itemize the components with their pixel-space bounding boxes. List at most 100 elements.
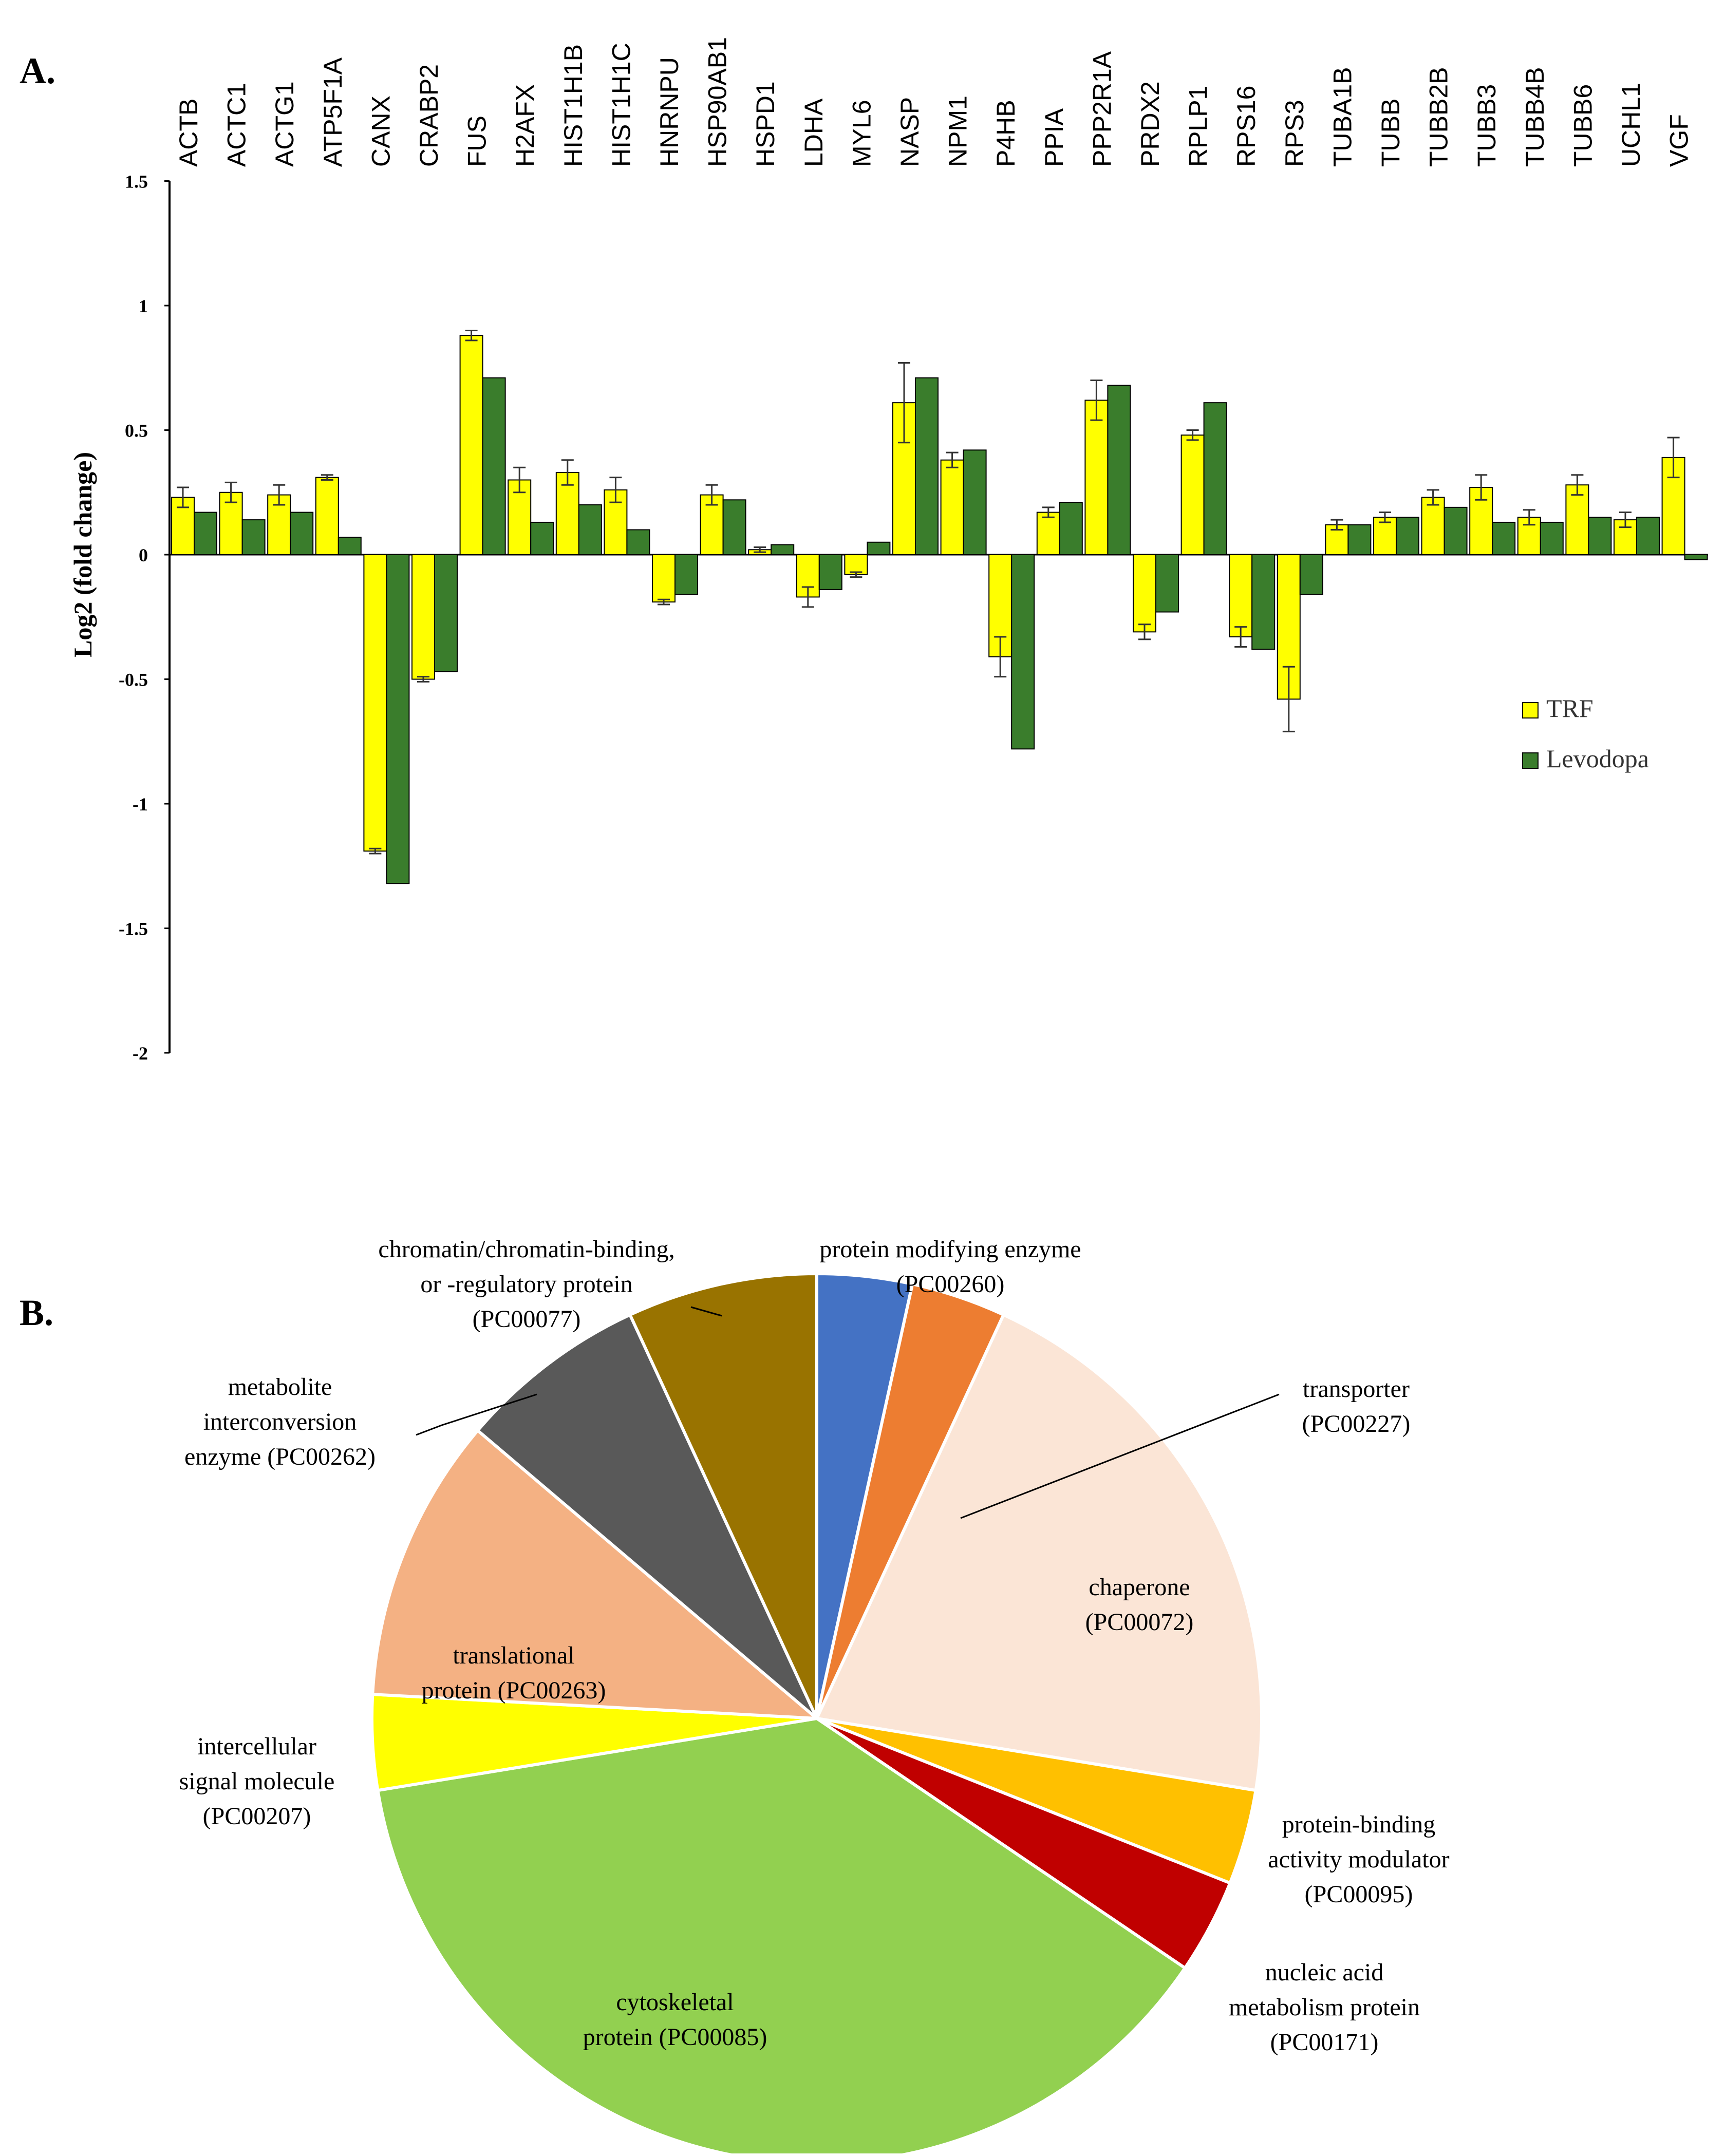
- gene-label: TUBA1B: [1328, 67, 1357, 167]
- pie-slice-label: interconversion: [203, 1408, 357, 1435]
- gene-label: CRABP2: [415, 64, 443, 167]
- gene-label: RPLP1: [1184, 86, 1213, 167]
- pie-slice-label: chromatin/chromatin-binding,: [378, 1236, 674, 1263]
- levodopa-bar: [578, 504, 602, 555]
- levodopa-bar: [722, 499, 746, 555]
- pie-slice-label: protein-binding: [1282, 1811, 1436, 1838]
- trf-bar: [1565, 484, 1589, 556]
- gene-label: MYL6: [847, 100, 876, 167]
- gene-label: TUBB3: [1472, 84, 1501, 167]
- pie-slice-label: metabolite: [228, 1373, 332, 1401]
- levodopa-bar: [1059, 502, 1083, 556]
- levodopa-bar: [530, 521, 554, 556]
- y-tick-label: -0.5: [119, 670, 148, 690]
- trf-bar: [411, 554, 435, 680]
- gene-label: UCHL1: [1617, 83, 1645, 167]
- levodopa-bar: [674, 554, 698, 595]
- leader-line: [960, 1393, 1280, 1519]
- trf-bar: [459, 335, 483, 555]
- pie-slice-label: (PC00207): [203, 1803, 311, 1830]
- trf-bar: [940, 459, 964, 556]
- trf-bar: [1421, 497, 1445, 556]
- pie-chart: B. protein modifying enzyme (PC00260) tran…: [20, 1236, 1450, 2156]
- gene-label: TUBB: [1376, 99, 1405, 167]
- gene-label: ATP5F1A: [318, 57, 347, 167]
- gene-label: NPM1: [944, 96, 972, 167]
- gene-label: ACTG1: [270, 81, 299, 167]
- gene-label: FUS: [463, 116, 492, 167]
- pie-slice: [475, 1313, 818, 1720]
- levodopa-bar: [290, 512, 314, 555]
- trf-bar: [1084, 400, 1109, 555]
- levodopa-bar: [1347, 524, 1372, 555]
- trf-bar: [1180, 434, 1205, 556]
- levodopa-legend-label: Levodopa: [1546, 744, 1649, 773]
- pie-slice-label: (PC00072): [1085, 1609, 1194, 1636]
- levodopa-bar: [1684, 554, 1708, 560]
- levodopa-bar: [338, 537, 362, 556]
- pie-slice-label: (PC00095): [1305, 1881, 1413, 1908]
- gene-label: ACTB: [174, 99, 203, 167]
- y-axis-title: Log2 (fold change): [68, 452, 97, 657]
- y-tick-label: 0.5: [125, 421, 148, 441]
- gene-label: PPP2R1A: [1088, 51, 1116, 167]
- gene-label: TUBB2B: [1424, 67, 1453, 167]
- trf-bar: [1229, 554, 1253, 638]
- trf-bar: [267, 494, 291, 555]
- gene-label: HIST1H1C: [607, 43, 635, 167]
- levodopa-bar: [1492, 521, 1516, 556]
- leader-line: [416, 1393, 537, 1436]
- pie-slice-label: (PC00077): [473, 1306, 581, 1333]
- pie-slice-label: protein (PC00085): [583, 2023, 767, 2051]
- trf-bar: [363, 554, 387, 852]
- pie-slice-label: translational: [453, 1642, 574, 1669]
- levodopa-bar: [1396, 517, 1419, 555]
- levodopa-bar: [386, 554, 410, 884]
- trf-legend-swatch: [1522, 702, 1539, 718]
- pie-slice-label: (PC00260): [896, 1271, 1005, 1298]
- pie-slice-label: chaperone: [1089, 1574, 1190, 1601]
- trf-bar: [219, 491, 243, 555]
- pie-chart-panel: B. protein modifying enzyme (PC00260) tran…: [0, 1130, 1725, 2156]
- levodopa-bar: [241, 519, 266, 555]
- gene-label: PRDX2: [1136, 81, 1165, 167]
- levodopa-bar: [1540, 521, 1564, 556]
- levodopa-bar: [1299, 554, 1323, 595]
- levodopa-bar: [771, 544, 795, 555]
- levodopa-bar: [1251, 554, 1276, 650]
- levodopa-bar: [867, 541, 891, 555]
- gene-label: PPIA: [1040, 108, 1068, 167]
- gene-label: RPS16: [1232, 86, 1261, 167]
- pie-slice-label: nucleic acid: [1265, 1959, 1384, 1986]
- pie-slice-label: intercellular: [197, 1733, 316, 1760]
- levodopa-bar: [915, 377, 939, 556]
- gene-label: LDHA: [799, 98, 828, 167]
- pie-slice: [371, 1428, 821, 1720]
- pie-slice: [376, 1716, 1187, 2156]
- levodopa-legend-swatch: [1522, 752, 1539, 769]
- pie-slice-label: transporter: [1303, 1375, 1410, 1403]
- levodopa-bar: [1155, 554, 1179, 613]
- trf-legend-label: TRF: [1546, 694, 1593, 723]
- trf-bar: [652, 554, 676, 603]
- gene-label: P4HB: [991, 100, 1020, 167]
- pie-slice: [628, 1272, 818, 1719]
- trf-bar: [844, 554, 868, 575]
- y-tick-label: -1: [133, 794, 148, 815]
- panel-a-label: A.: [20, 50, 55, 91]
- trf-bar: [315, 477, 339, 556]
- gene-label: H2AFX: [511, 84, 539, 167]
- levodopa-bar: [1203, 402, 1227, 556]
- levodopa-bar: [482, 377, 506, 556]
- pie-slice-label: (PC00171): [1270, 2029, 1379, 2056]
- panel-b-label: B.: [20, 1292, 53, 1333]
- y-tick-label: -2: [133, 1043, 148, 1064]
- trf-bar: [1036, 512, 1060, 555]
- gene-label: CANX: [366, 96, 395, 167]
- y-tick-label: 1.5: [125, 172, 148, 192]
- pie-slice-label: enzyme (PC00262): [184, 1443, 376, 1470]
- bar-chart: A. Log2 (fold change) 1.5 1 0.5 0 -0.5 -1 -1.5…: [20, 37, 1708, 1064]
- pie-slice-label: metabolism protein: [1229, 1994, 1420, 2021]
- y-tick-label: 0: [139, 545, 148, 565]
- trf-bar: [1373, 517, 1397, 555]
